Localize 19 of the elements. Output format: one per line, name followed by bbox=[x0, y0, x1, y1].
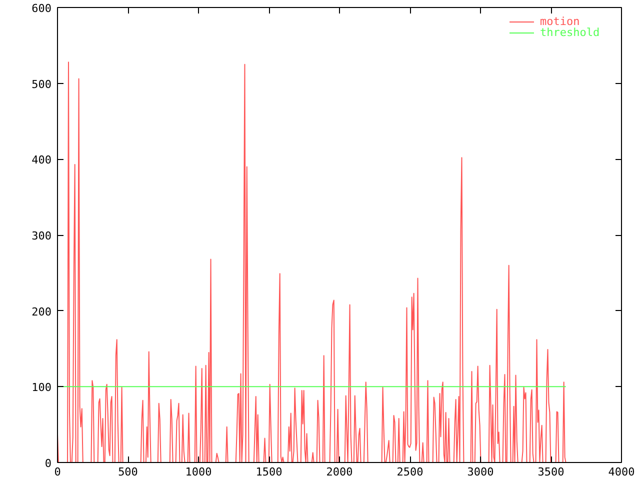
x-tick-label: 500 bbox=[118, 466, 138, 478]
y-tick-label: 600 bbox=[32, 2, 52, 15]
y-tick-label: 0 bbox=[44, 457, 52, 470]
x-tick-label: 1500 bbox=[256, 466, 282, 478]
legend-label: threshold bbox=[540, 26, 600, 39]
x-tick-label: 1000 bbox=[185, 466, 212, 478]
line-series bbox=[58, 62, 566, 462]
x-tick-label: 4000 bbox=[608, 466, 635, 478]
x-tick-label: 2000 bbox=[326, 466, 353, 478]
legend-label: motion bbox=[540, 15, 580, 28]
x-tick-label: 3500 bbox=[538, 466, 564, 478]
y-tick-label: 300 bbox=[32, 230, 52, 242]
y-tick-label: 400 bbox=[32, 154, 52, 167]
x-tick-label: 3000 bbox=[467, 466, 494, 478]
x-tick-label: 0 bbox=[54, 466, 61, 478]
y-tick-label: 100 bbox=[32, 381, 52, 394]
x-tick-label: 2500 bbox=[396, 466, 424, 478]
y-tick-label: 500 bbox=[32, 78, 52, 91]
y-tick-label: 200 bbox=[32, 305, 52, 318]
